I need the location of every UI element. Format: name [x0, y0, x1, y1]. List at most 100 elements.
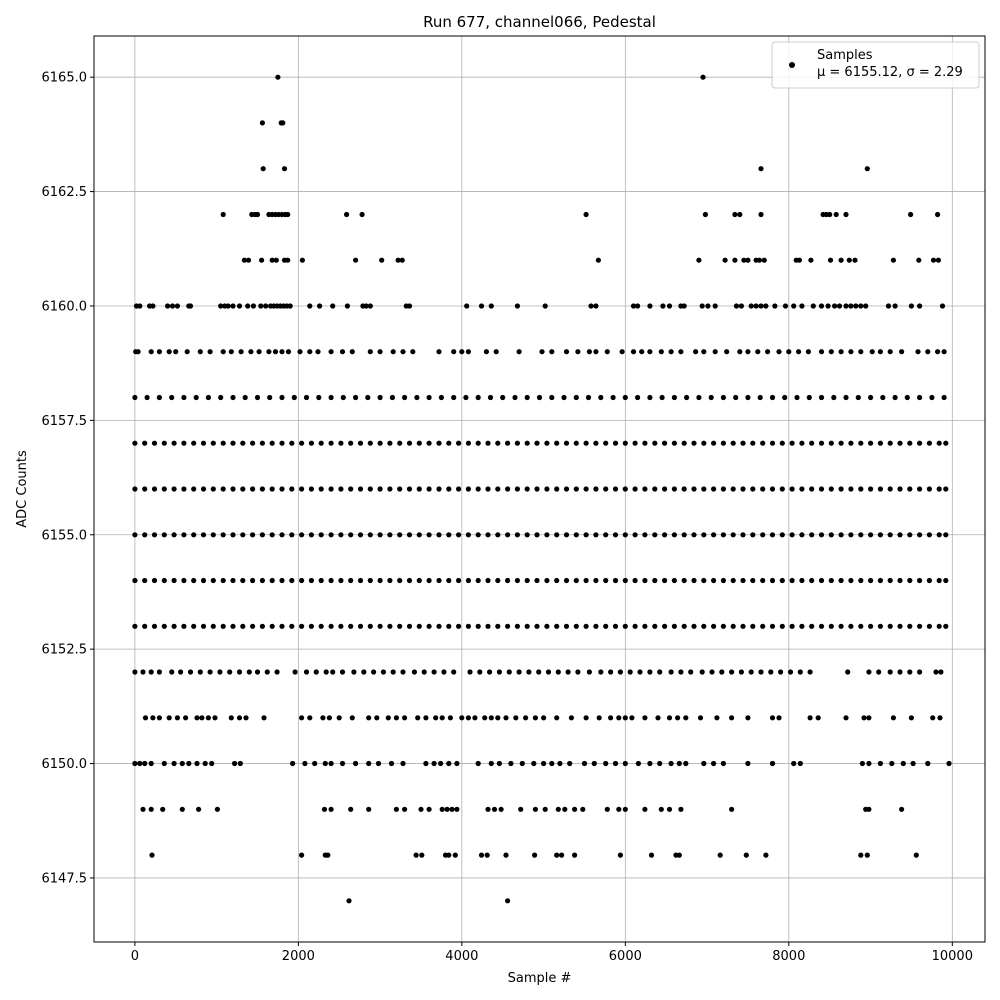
data-point	[416, 486, 422, 492]
data-point	[662, 532, 668, 538]
data-point	[575, 669, 581, 675]
data-point	[289, 486, 295, 492]
data-point	[338, 532, 344, 538]
data-point	[757, 394, 763, 401]
data-point	[868, 623, 874, 629]
data-point	[745, 257, 751, 263]
data-point	[595, 257, 602, 263]
data-point	[662, 440, 668, 446]
data-point	[541, 715, 547, 721]
data-point	[308, 577, 314, 584]
data-point	[858, 486, 864, 492]
data-point	[554, 852, 560, 858]
data-point	[724, 349, 730, 355]
x-axis-label: Sample #	[508, 971, 572, 986]
data-point	[778, 669, 784, 675]
data-point	[917, 669, 923, 675]
data-point	[287, 303, 293, 309]
data-point	[485, 806, 491, 812]
data-point	[397, 532, 403, 538]
y-tick-label: 6150.0	[42, 757, 88, 772]
data-point	[447, 715, 453, 721]
data-point	[238, 349, 244, 355]
data-point	[632, 623, 638, 629]
data-point	[565, 669, 571, 675]
data-point	[655, 715, 661, 721]
data-point	[684, 394, 690, 401]
data-point	[696, 394, 702, 401]
data-point	[808, 257, 814, 263]
data-point	[191, 577, 197, 584]
data-point	[575, 349, 581, 355]
data-point	[465, 532, 471, 538]
data-point	[228, 349, 234, 355]
data-point	[740, 623, 746, 629]
data-point	[678, 806, 684, 812]
data-point	[508, 760, 514, 767]
data-point	[583, 486, 589, 492]
data-point	[843, 394, 849, 401]
data-point	[542, 303, 548, 309]
data-point	[171, 623, 177, 629]
data-point	[377, 623, 383, 629]
data-point	[596, 715, 602, 721]
data-point	[789, 440, 795, 446]
data-point	[496, 760, 502, 767]
data-point	[791, 303, 797, 309]
data-point	[367, 303, 373, 309]
data-point	[505, 440, 511, 446]
data-point	[662, 577, 668, 584]
data-point	[230, 394, 236, 401]
data-point	[377, 532, 383, 538]
data-point	[815, 715, 821, 721]
data-point	[285, 257, 291, 263]
data-point	[328, 806, 334, 812]
data-point	[493, 349, 499, 355]
data-point	[484, 852, 490, 858]
data-point	[573, 440, 579, 446]
data-point	[200, 440, 207, 446]
data-point	[897, 532, 903, 538]
data-point	[202, 760, 208, 767]
data-point	[876, 669, 882, 675]
data-point	[330, 303, 336, 309]
data-point	[171, 760, 177, 767]
data-point	[848, 532, 854, 538]
data-point	[760, 486, 766, 492]
data-point	[485, 623, 491, 629]
data-point	[191, 532, 197, 538]
data-point	[604, 349, 610, 355]
data-point	[150, 303, 156, 309]
y-tick-label: 6152.5	[42, 643, 88, 658]
data-point	[299, 715, 305, 721]
data-point	[199, 715, 205, 721]
data-point	[357, 486, 364, 492]
data-point	[148, 806, 154, 812]
data-point	[291, 394, 297, 401]
data-point	[943, 486, 949, 492]
data-point	[328, 440, 334, 446]
data-point	[659, 394, 665, 401]
data-point	[657, 760, 663, 767]
data-point	[683, 760, 689, 767]
data-point	[933, 669, 939, 675]
data-point	[151, 486, 158, 492]
data-point	[485, 440, 491, 446]
data-point	[245, 257, 252, 263]
data-point	[220, 577, 226, 584]
data-point	[328, 486, 334, 492]
data-point	[132, 577, 138, 584]
data-point	[900, 760, 906, 767]
data-point	[465, 486, 471, 492]
data-point	[691, 440, 697, 446]
data-point	[799, 440, 805, 446]
data-point	[220, 349, 226, 355]
data-point	[328, 623, 334, 629]
data-point	[809, 577, 815, 584]
data-point	[299, 577, 305, 584]
data-point	[612, 440, 619, 446]
data-point	[544, 577, 550, 584]
data-point	[642, 577, 648, 584]
data-point	[652, 486, 658, 492]
data-point	[156, 669, 162, 675]
